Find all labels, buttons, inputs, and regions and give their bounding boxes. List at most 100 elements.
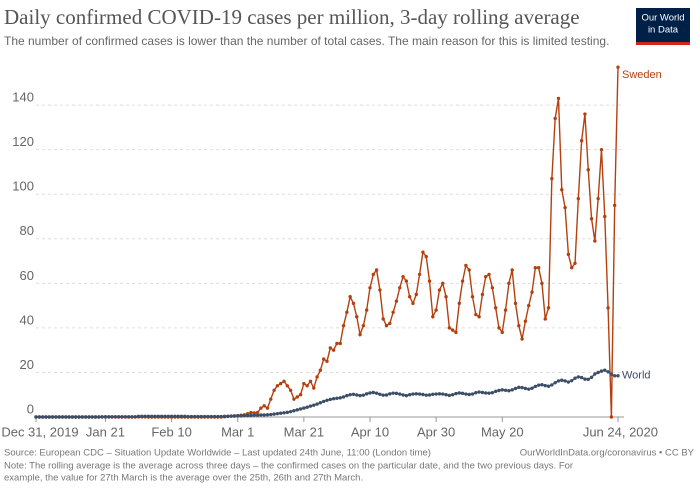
data-point: [245, 413, 250, 418]
data-point: [242, 413, 247, 418]
data-point: [321, 399, 326, 404]
data-point: [90, 415, 94, 419]
data-point: [487, 391, 491, 395]
data-point: [328, 397, 333, 402]
data-point: [269, 397, 273, 401]
data-point: [404, 393, 409, 398]
data-point: [130, 415, 134, 419]
data-point: [484, 391, 488, 395]
data-point: [159, 414, 164, 419]
data-point: [530, 290, 534, 294]
data-point: [279, 411, 283, 415]
data-point: [37, 415, 42, 419]
data-point: [609, 372, 614, 376]
data-point: [454, 330, 458, 335]
data-point: [490, 391, 495, 395]
data-point: [97, 415, 101, 419]
data-point: [298, 407, 303, 411]
data-point: [599, 147, 604, 152]
data-point: [599, 369, 604, 373]
data-point: [368, 286, 372, 290]
data-point: [477, 315, 481, 319]
data-point: [321, 357, 326, 361]
data-point: [576, 375, 581, 379]
data-point: [285, 410, 290, 415]
data-point: [219, 414, 223, 419]
data-point: [513, 301, 518, 306]
data-point: [563, 379, 567, 383]
data-point: [355, 315, 359, 319]
data-point: [133, 415, 137, 419]
data-point: [315, 375, 319, 379]
data-point: [57, 415, 61, 419]
data-point: [447, 326, 452, 330]
data-point: [533, 384, 538, 389]
data-point: [295, 408, 299, 412]
data-point: [583, 377, 587, 381]
data-point: [285, 384, 290, 388]
data-point: [272, 388, 276, 392]
data-point: [543, 317, 547, 321]
y-tick-label: 20: [20, 357, 34, 372]
data-point: [414, 292, 418, 297]
y-tick-label: 0: [27, 401, 34, 416]
data-point: [612, 203, 617, 208]
data-point: [493, 389, 498, 394]
data-point: [298, 393, 303, 397]
data-point: [348, 393, 352, 397]
data-point: [186, 414, 190, 419]
data-point: [421, 250, 425, 254]
data-point: [305, 405, 309, 409]
data-point: [474, 391, 478, 395]
data-point: [384, 393, 389, 397]
data-point: [315, 402, 319, 406]
data-point: [169, 414, 174, 419]
data-point: [500, 388, 504, 392]
data-point: [371, 272, 375, 277]
data-point: [444, 294, 448, 299]
data-point: [345, 393, 349, 398]
data-point: [378, 288, 382, 292]
data-point: [282, 411, 286, 415]
data-point: [470, 392, 475, 396]
data-point: [398, 286, 402, 290]
data-point: [523, 386, 528, 391]
data-point: [437, 288, 442, 292]
data-point: [282, 379, 286, 384]
data-point: [341, 323, 346, 328]
data-point: [510, 268, 514, 272]
data-point: [249, 413, 253, 418]
data-point: [593, 239, 597, 243]
data-point: [616, 374, 620, 378]
data-point: [586, 377, 590, 382]
y-tick-label: 140: [12, 90, 34, 105]
data-point: [176, 414, 180, 419]
data-point: [546, 306, 551, 310]
data-point: [510, 388, 514, 392]
data-point: [520, 385, 524, 390]
data-point: [292, 409, 296, 413]
data-point: [328, 346, 333, 350]
data-point: [378, 392, 382, 396]
series-label: World: [622, 370, 651, 382]
data-point: [589, 217, 594, 221]
data-point: [100, 415, 104, 419]
data-point: [427, 393, 432, 397]
data-point: [292, 397, 296, 401]
x-tick-label: Dec 31, 2019: [1, 424, 78, 439]
data-point: [434, 308, 438, 312]
data-point: [302, 406, 306, 410]
series-line: [36, 67, 619, 418]
data-point: [150, 414, 154, 419]
data-point: [503, 308, 508, 312]
data-point: [470, 294, 475, 299]
data-point: [391, 391, 395, 395]
data-point: [573, 261, 577, 265]
data-point: [407, 294, 412, 299]
data-point: [441, 281, 445, 286]
data-point: [368, 391, 372, 395]
data-point: [560, 188, 564, 192]
data-point: [216, 414, 220, 419]
chart-title: Daily confirmed COVID-19 cases per milli…: [4, 5, 580, 29]
data-point: [460, 279, 465, 283]
